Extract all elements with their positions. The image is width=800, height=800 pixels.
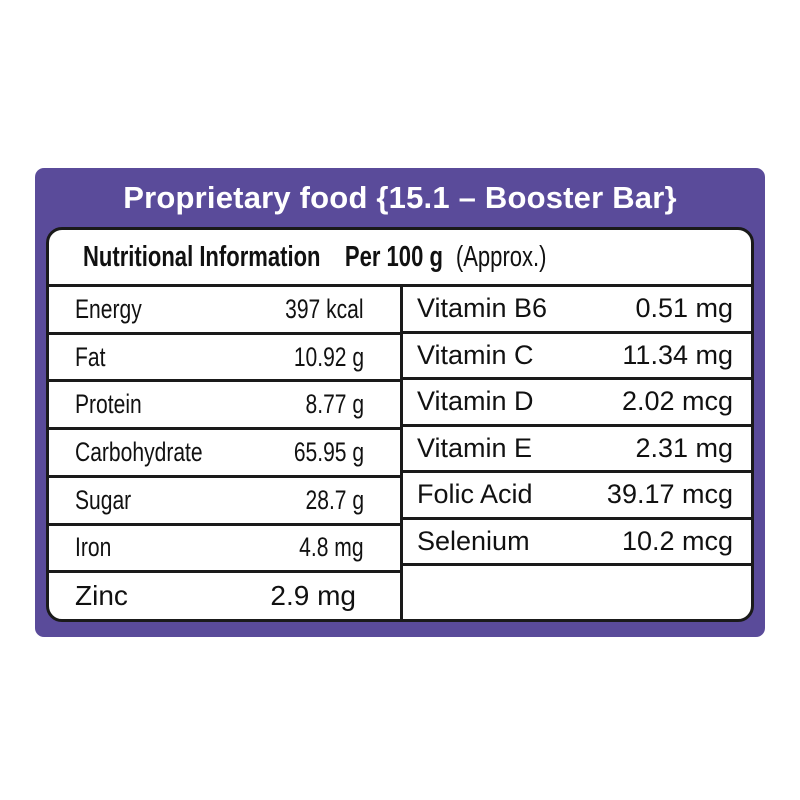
nutrient-label: Fat — [75, 341, 106, 372]
header-approx: (Approx.) — [455, 240, 547, 273]
nutrient-value: 39.17 mcg — [606, 479, 733, 510]
nutrient-value: 2.9 mg — [270, 580, 356, 612]
nutrient-row-selenium: Selenium 10.2 mcg — [403, 520, 751, 566]
nutrient-value: 28.7 g — [305, 484, 364, 515]
nutrient-label: Vitamin E — [417, 432, 533, 463]
nutrient-value: 0.51 mg — [635, 293, 733, 324]
nutrient-row-vitamin-d: Vitamin D 2.02 mcg — [403, 380, 751, 427]
nutrient-label: Sugar — [75, 484, 132, 515]
nutrition-table-card: Nutritional Information Per 100 g (Appro… — [46, 227, 754, 622]
nutrient-row-iron: Iron 4.8 mg — [49, 526, 400, 574]
product-title: Proprietary food {15.1 – Booster Bar} — [123, 179, 677, 215]
nutrient-row-vitamin-c: Vitamin C 11.34 mg — [403, 334, 751, 380]
nutrient-label: Vitamin D — [417, 386, 534, 417]
nutrient-label: Selenium — [417, 525, 530, 556]
nutrient-value: 2.02 mcg — [621, 386, 733, 417]
nutrient-row-protein: Protein 8.77 g — [49, 382, 400, 431]
nutrient-label: Zinc — [75, 580, 128, 612]
nutrient-label: Iron — [75, 532, 112, 563]
nutrient-value: 2.31 mg — [635, 432, 733, 463]
nutrient-label: Vitamin C — [417, 339, 534, 370]
nutrient-row-vitamin-e: Vitamin E 2.31 mg — [403, 427, 751, 473]
nutrients-column-right: Vitamin B6 0.51 mg Vitamin C 11.34 mg Vi… — [400, 287, 751, 619]
nutrient-row-vitamin-b6: Vitamin B6 0.51 mg — [403, 287, 751, 334]
nutrients-column-left: Energy 397 kcal Fat 10.92 g Protein 8.77… — [49, 287, 400, 619]
purple-banner: Proprietary food {15.1 – Booster Bar} Nu… — [35, 168, 765, 637]
nutrient-value: 11.34 mg — [622, 339, 733, 370]
nutrient-label: Protein — [75, 389, 142, 420]
nutrient-row-energy: Energy 397 kcal — [49, 287, 400, 335]
nutrient-row-sugar: Sugar 28.7 g — [49, 478, 400, 526]
nutrient-row-carbohydrate: Carbohydrate 65.95 g — [49, 430, 400, 478]
nutrient-label: Energy — [75, 293, 142, 324]
nutrient-row-fat: Fat 10.92 g — [49, 335, 400, 383]
header-title: Nutritional Information — [83, 240, 321, 273]
nutrient-value: 8.77 g — [305, 389, 364, 420]
nutrient-row-folic-acid: Folic Acid 39.17 mcg — [403, 473, 751, 520]
empty-cell — [403, 566, 751, 619]
nutrient-label: Carbohydrate — [75, 437, 203, 468]
nutrient-value: 4.8 mg — [299, 532, 364, 563]
nutrient-row-zinc: Zinc 2.9 mg — [49, 573, 400, 619]
nutrient-value: 397 kcal — [285, 293, 364, 324]
nutrient-label: Folic Acid — [417, 479, 533, 510]
table-body: Energy 397 kcal Fat 10.92 g Protein 8.77… — [49, 287, 751, 619]
header-per-100g: Per 100 g — [344, 240, 443, 273]
table-header: Nutritional Information Per 100 g (Appro… — [49, 230, 751, 287]
nutrient-value: 10.2 mcg — [621, 525, 733, 556]
nutrient-label: Vitamin B6 — [417, 293, 548, 324]
nutrient-value: 10.92 g — [293, 341, 364, 372]
nutrient-value: 65.95 g — [293, 437, 364, 468]
table-header-line: Nutritional Information Per 100 g (Appro… — [83, 241, 547, 274]
